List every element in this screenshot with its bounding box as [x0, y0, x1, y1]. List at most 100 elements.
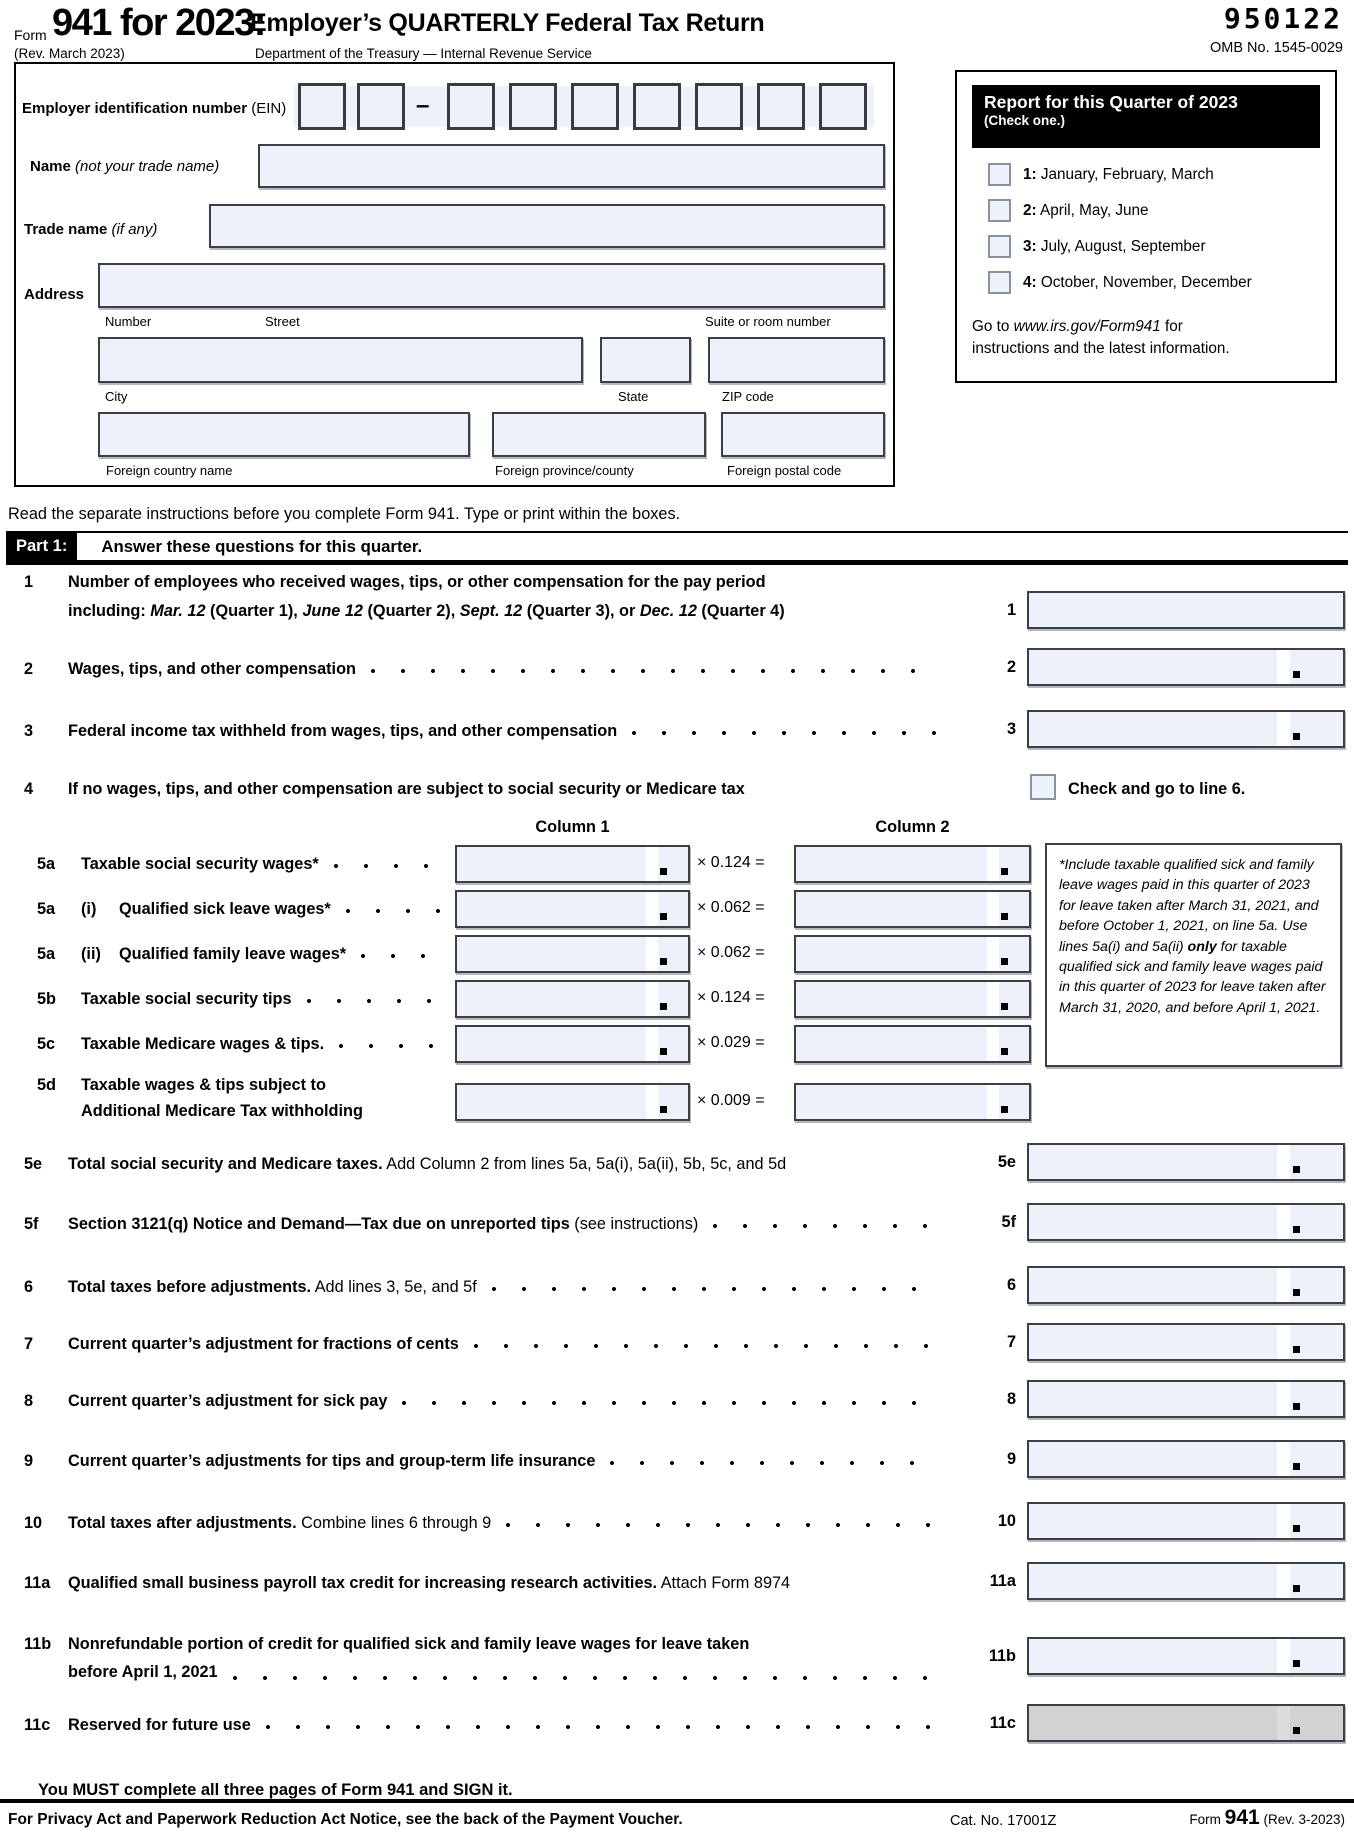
irs-url-link[interactable]: www.irs.gov/Form941 — [1013, 318, 1161, 335]
line-5b-number: 5b — [37, 990, 57, 1008]
line-5d-label-1: Taxable wages & tips subject to — [81, 1076, 326, 1094]
line-1-q2: (Quarter 2), — [362, 602, 460, 620]
dot-leader — [360, 944, 445, 964]
city-input[interactable] — [98, 337, 583, 383]
line-11a-normal: Attach Form 8974 — [657, 1574, 791, 1592]
line-5ai-factor: × 0.062 = — [697, 899, 765, 916]
line-5e-number-right: 5e — [997, 1153, 1016, 1171]
line-5ai-col2-box[interactable] — [794, 890, 1031, 928]
quarter-4-label: 4: October, November, December — [1023, 274, 1252, 292]
goto-pre: Go to — [972, 318, 1014, 335]
decimal-point-marker — [1001, 958, 1008, 965]
foreign-country-input[interactable] — [98, 412, 470, 457]
line-5c-col1-box[interactable] — [455, 1025, 690, 1063]
ein-box-2[interactable] — [357, 83, 405, 130]
cents-divider — [987, 982, 999, 1016]
decimal-point-marker — [1001, 1003, 1008, 1010]
line-5b-col2-box[interactable] — [794, 980, 1031, 1018]
ein-box-3[interactable] — [447, 83, 495, 130]
ein-label-bold: Employer identification number — [22, 100, 248, 117]
quarter-2-checkbox[interactable] — [988, 199, 1011, 222]
decimal-point-marker — [660, 1003, 667, 1010]
cents-divider — [1277, 1205, 1290, 1239]
footer-form-word: Form — [1189, 1812, 1225, 1827]
decimal-point-marker — [1293, 1166, 1300, 1173]
foreign-postal-label: Foreign postal code — [727, 463, 842, 478]
footnote-pre: *Include taxable qualified sick and fami… — [1059, 857, 1319, 955]
line-11c-label: Reserved for future use — [68, 1716, 251, 1734]
ein-box-5[interactable] — [571, 83, 619, 130]
ein-box-9[interactable] — [819, 83, 867, 130]
line-5e-number: 5e — [24, 1155, 43, 1173]
line-3-number: 3 — [24, 722, 34, 740]
trade-name-input[interactable] — [209, 204, 885, 248]
quarter-2-label: 2: April, May, June — [1023, 202, 1149, 220]
name-input[interactable] — [258, 144, 885, 188]
line-7-amount-box[interactable] — [1027, 1323, 1345, 1361]
quarter-3-checkbox[interactable] — [988, 235, 1011, 258]
line-6-label: Total taxes before adjustments. Add line… — [68, 1277, 477, 1297]
ein-box-6[interactable] — [633, 83, 681, 130]
line-5a-col2-box[interactable] — [794, 845, 1031, 883]
line-5c-number: 5c — [37, 1035, 56, 1053]
quarter-4-checkbox[interactable] — [988, 271, 1011, 294]
dot-leader — [332, 854, 445, 874]
line-6-normal: Add lines 3, 5e, and 5f — [311, 1278, 477, 1296]
ein-box-1[interactable] — [298, 83, 346, 130]
line-11b-amount-box[interactable] — [1027, 1637, 1345, 1675]
part1-title: Answer these questions for this quarter. — [101, 537, 423, 556]
street-address-input[interactable] — [98, 263, 885, 308]
line-5b-col1-box[interactable] — [455, 980, 690, 1018]
ein-box-7[interactable] — [695, 83, 743, 130]
trade-name-label: Trade name (if any) — [24, 221, 157, 238]
line-1-label: Number of employees who received wages, … — [68, 568, 785, 626]
quarter-3-number: 3: — [1023, 238, 1037, 255]
line-1-amount-box[interactable] — [1027, 591, 1345, 629]
line-5aii-col1-box[interactable] — [455, 935, 690, 973]
dot-leader — [344, 899, 445, 919]
state-input[interactable] — [600, 337, 691, 383]
line-6-amount-box[interactable] — [1027, 1266, 1345, 1304]
ein-label: Employer identification number (EIN) — [22, 100, 286, 117]
line-5a-col1-box[interactable] — [455, 845, 690, 883]
ein-box-8[interactable] — [757, 83, 805, 130]
line-6-number: 6 — [24, 1278, 34, 1296]
name-label: Name (not your trade name) — [30, 158, 219, 175]
foreign-postal-input[interactable] — [721, 412, 885, 457]
street-label: Street — [265, 314, 300, 329]
line-11b-label: Nonrefundable portion of credit for qual… — [68, 1630, 950, 1686]
line-5d-factor: × 0.009 = — [697, 1092, 765, 1109]
ein-box-4[interactable] — [509, 83, 557, 130]
name-label-bold: Name — [30, 158, 71, 175]
zip-input[interactable] — [708, 337, 885, 383]
decimal-point-marker — [660, 868, 667, 875]
decimal-point-marker — [1293, 1727, 1300, 1734]
decimal-point-marker — [660, 1106, 667, 1113]
line-5d-col1-box[interactable] — [455, 1083, 690, 1121]
dot-leader — [712, 1214, 940, 1234]
line-2-amount-box[interactable] — [1027, 648, 1345, 686]
form-number-title: 941 for 2023: — [52, 2, 266, 44]
line-3-number-right: 3 — [1006, 720, 1016, 738]
line-3-row: 3 Federal income tax withheld from wages… — [24, 721, 950, 741]
line-5f-amount-box[interactable] — [1027, 1203, 1345, 1241]
line-8-label: Current quarter’s adjustment for sick pa… — [68, 1392, 388, 1410]
line-5d-col2-box[interactable] — [794, 1083, 1031, 1121]
foreign-province-input[interactable] — [492, 412, 706, 457]
cents-divider — [1277, 1504, 1290, 1538]
line-10-amount-box[interactable] — [1027, 1502, 1345, 1540]
column-2-header: Column 2 — [875, 818, 950, 836]
line-5aii-col2-box[interactable] — [794, 935, 1031, 973]
line-3-amount-box[interactable] — [1027, 710, 1345, 748]
line-4-checkbox[interactable] — [1030, 774, 1056, 800]
line-5ai-label: Qualified sick leave wages* — [119, 900, 331, 918]
line-5e-amount-box[interactable] — [1027, 1143, 1345, 1181]
line-8-amount-box[interactable] — [1027, 1380, 1345, 1418]
line-11a-amount-box[interactable] — [1027, 1562, 1345, 1600]
line-9-amount-box[interactable] — [1027, 1440, 1345, 1478]
goto-post: for — [1160, 318, 1183, 335]
quarter-1-checkbox[interactable] — [988, 163, 1011, 186]
decimal-point-marker — [1293, 1585, 1300, 1592]
line-5c-col2-box[interactable] — [794, 1025, 1031, 1063]
line-5ai-col1-box[interactable] — [455, 890, 690, 928]
